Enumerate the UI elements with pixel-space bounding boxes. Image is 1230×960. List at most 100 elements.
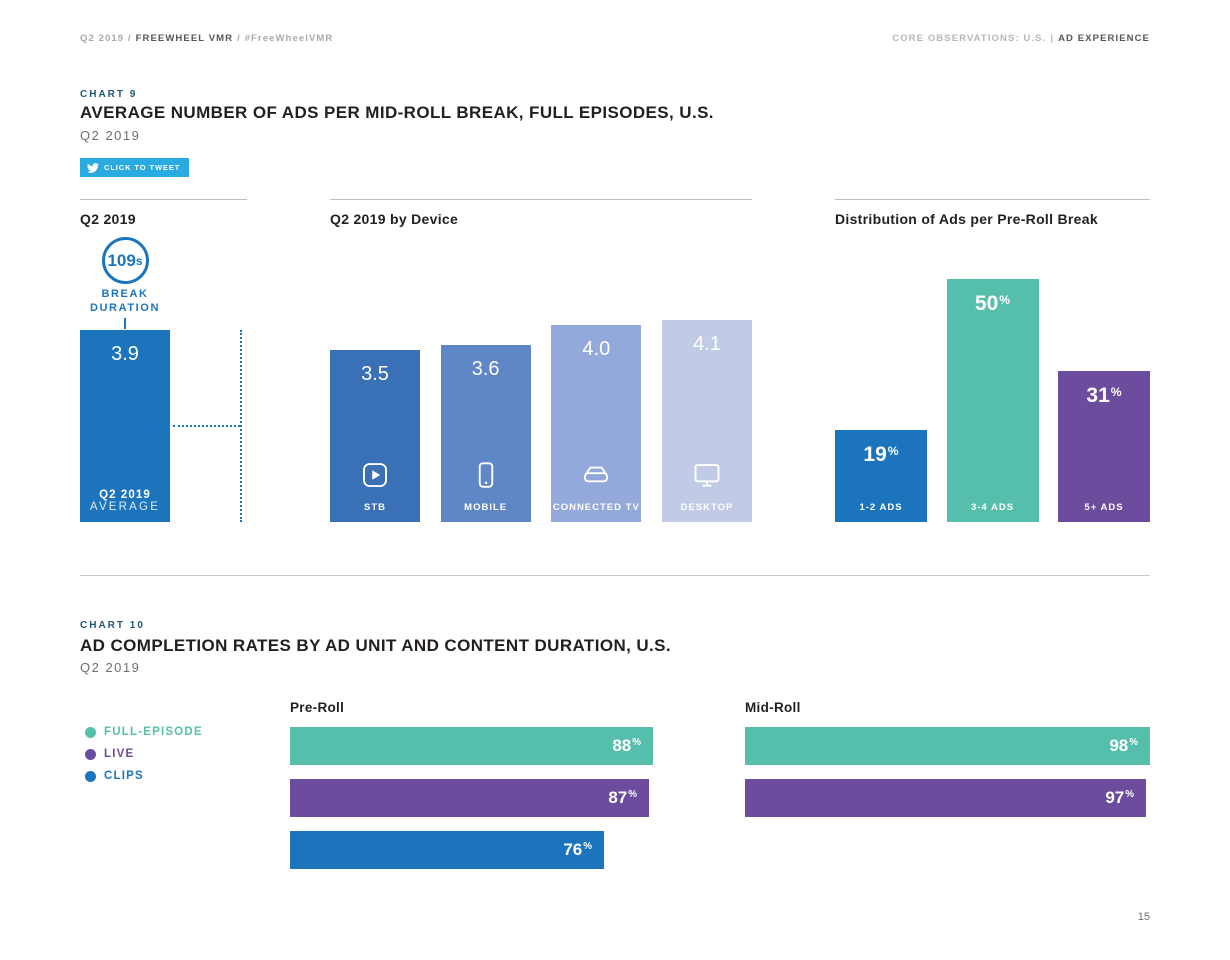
header-topic: AD EXPERIENCE [1058, 33, 1150, 44]
device-bar-value: 3.6 [471, 358, 500, 380]
dist-bar-value: 31% [1086, 384, 1122, 407]
percent-sign: % [632, 737, 641, 748]
page-number: 15 [1137, 911, 1150, 923]
legend: FULL-EPISODE LIVE CLIPS [85, 726, 203, 782]
stb-icon [360, 460, 390, 490]
device-bar-label: STB [364, 502, 386, 513]
break-duration-dotted-vline [240, 330, 242, 522]
distribution-bars: 19% 1-2 ADS 50% 3-4 ADS 31% 5+ ADS [835, 279, 1150, 522]
dist-bar-5-ads: 31% 5+ ADS [1058, 371, 1150, 522]
q2-caption-line1: Q2 2019 [99, 489, 151, 501]
legend-label: LIVE [104, 748, 135, 760]
panel-q2-heading: Q2 2019 [80, 211, 136, 227]
hbar-value: 88% [612, 736, 641, 755]
hbar-value: 97% [1105, 788, 1134, 807]
chart10-label: CHART 10 [80, 620, 145, 631]
hbar-pre-roll-clips: 76% [290, 831, 604, 869]
header-brand: FREEWHEEL VMR [135, 33, 234, 44]
badge-stem [124, 317, 126, 329]
mobile-icon [471, 460, 501, 490]
legend-item-clips: CLIPS [85, 770, 203, 782]
dist-bar-value: 50% [974, 292, 1011, 315]
panel-distribution: Distribution of Ads per Pre-Roll Break 1… [835, 199, 1150, 522]
chart9-subtitle: Q2 2019 [80, 128, 141, 143]
chart9-title: AVERAGE NUMBER OF ADS PER MID-ROLL BREAK… [80, 103, 714, 122]
hbar-pre-roll-full-episode: 88% [290, 727, 653, 765]
preroll-bars: 88% 87% 76% [290, 727, 653, 869]
chart10-subtitle: Q2 2019 [80, 660, 141, 675]
break-duration-dotted-hline [173, 425, 240, 427]
break-duration-label: BREAK DURATION [80, 287, 170, 316]
legend-label: CLIPS [104, 770, 144, 782]
chart10-title: AD COMPLETION RATES BY AD UNIT AND CONTE… [80, 636, 672, 655]
break-duration-unit: s [135, 253, 143, 268]
header-section: CORE OBSERVATIONS: U.S. | AD EXPERIENCE [888, 33, 1150, 44]
dist-bar-label: 5+ ADS [1084, 502, 1124, 513]
legend-dot [85, 770, 96, 782]
device-bar-stb: 3.5 STB [330, 350, 420, 522]
device-bar-value: 3.5 [361, 363, 389, 385]
percent-sign: % [583, 841, 592, 852]
q2-average-value: 3.9 [111, 343, 139, 365]
hbar-mid-roll-live: 97% [745, 779, 1146, 817]
device-bar-desktop: 4.1 DESKTOP [661, 320, 752, 522]
chart9-label: CHART 9 [80, 89, 138, 100]
device-bar-value: 4.1 [693, 333, 721, 355]
click-to-tweet-button[interactable]: CLICK TO TWEET [80, 158, 190, 177]
panel-q2-average: Q2 2019 109 s BREAK DURATION 3.9 Q2 2019 … [80, 199, 247, 522]
break-duration-value: 109 [107, 250, 136, 270]
hbar-mid-roll-full-episode: 98% [745, 727, 1150, 765]
section-divider [80, 575, 1150, 576]
percent-sign: % [999, 293, 1011, 307]
break-duration-circle: 109 s [101, 237, 149, 284]
header-hashtag: / #FreeWheelVMR [237, 33, 334, 44]
dist-bar-label: 3-4 ADS [970, 502, 1015, 513]
q2-caption-line2: AVERAGE [89, 501, 161, 513]
header-divider: | [1050, 33, 1055, 44]
header-section-name: CORE OBSERVATIONS: U.S. [892, 33, 1047, 44]
midroll-bars: 98% 97% [745, 727, 1150, 817]
q2-average-bar: 3.9 Q2 2019 AVERAGE [80, 330, 170, 522]
device-bar-mobile: 3.6 MOBILE [440, 345, 531, 522]
percent-sign: % [1129, 737, 1138, 748]
device-bar-label: MOBILE [464, 502, 508, 513]
tweet-label: CLICK TO TWEET [104, 163, 181, 172]
legend-item-live: LIVE [85, 748, 203, 760]
desktop-icon [692, 460, 722, 490]
q2-average-caption: Q2 2019 AVERAGE [90, 489, 160, 513]
legend-dot [85, 748, 96, 760]
midroll-heading: Mid-Roll [745, 700, 801, 715]
percent-sign: % [1110, 385, 1122, 399]
device-bar-connected-tv: 4.0 CONNECTED TV [551, 325, 642, 522]
percent-sign: % [628, 789, 637, 800]
break-duration-badge: 109 s BREAK DURATION [80, 237, 170, 329]
percent-sign: % [1125, 789, 1134, 800]
header-breadcrumb: Q2 2019 /FREEWHEEL VMR / #FreeWheelVMR [80, 33, 337, 44]
hbar-value: 76% [563, 840, 592, 859]
dist-bar-label: 1-2 ADS [859, 502, 903, 513]
connected-tv-icon [581, 460, 611, 490]
device-bar-value: 4.0 [582, 338, 611, 360]
dist-bar-value: 19% [863, 443, 899, 466]
dist-bar-1-2-ads: 19% 1-2 ADS [835, 430, 927, 522]
panel-device-heading: Q2 2019 by Device [330, 211, 459, 227]
hbar-pre-roll-live: 87% [290, 779, 649, 817]
device-bars: 3.5 STB 3.6 MOBILE 4.0 CONNECTED TV 4.1 DESKTOP [330, 320, 752, 522]
device-bar-label: DESKTOP [680, 502, 734, 513]
percent-sign: % [887, 444, 899, 458]
legend-dot [85, 726, 96, 738]
header-quarter: Q2 2019 / [80, 33, 132, 44]
hbar-value: 87% [608, 788, 637, 807]
device-bar-label: CONNECTED TV [552, 502, 640, 513]
twitter-icon [87, 162, 99, 174]
legend-label: FULL-EPISODE [104, 726, 203, 738]
legend-item-full-episode: FULL-EPISODE [85, 726, 203, 738]
hbar-value: 98% [1109, 736, 1138, 755]
panel-by-device: Q2 2019 by Device 3.5 STB 3.6 MOBILE 4.0 CONN… [330, 199, 752, 522]
preroll-heading: Pre-Roll [290, 700, 345, 715]
break-duration-label-line1: BREAK [101, 288, 149, 300]
panel-dist-heading: Distribution of Ads per Pre-Roll Break [835, 211, 1098, 227]
break-duration-label-line2: DURATION [89, 302, 161, 315]
dist-bar-3-4-ads: 50% 3-4 ADS [946, 279, 1039, 522]
